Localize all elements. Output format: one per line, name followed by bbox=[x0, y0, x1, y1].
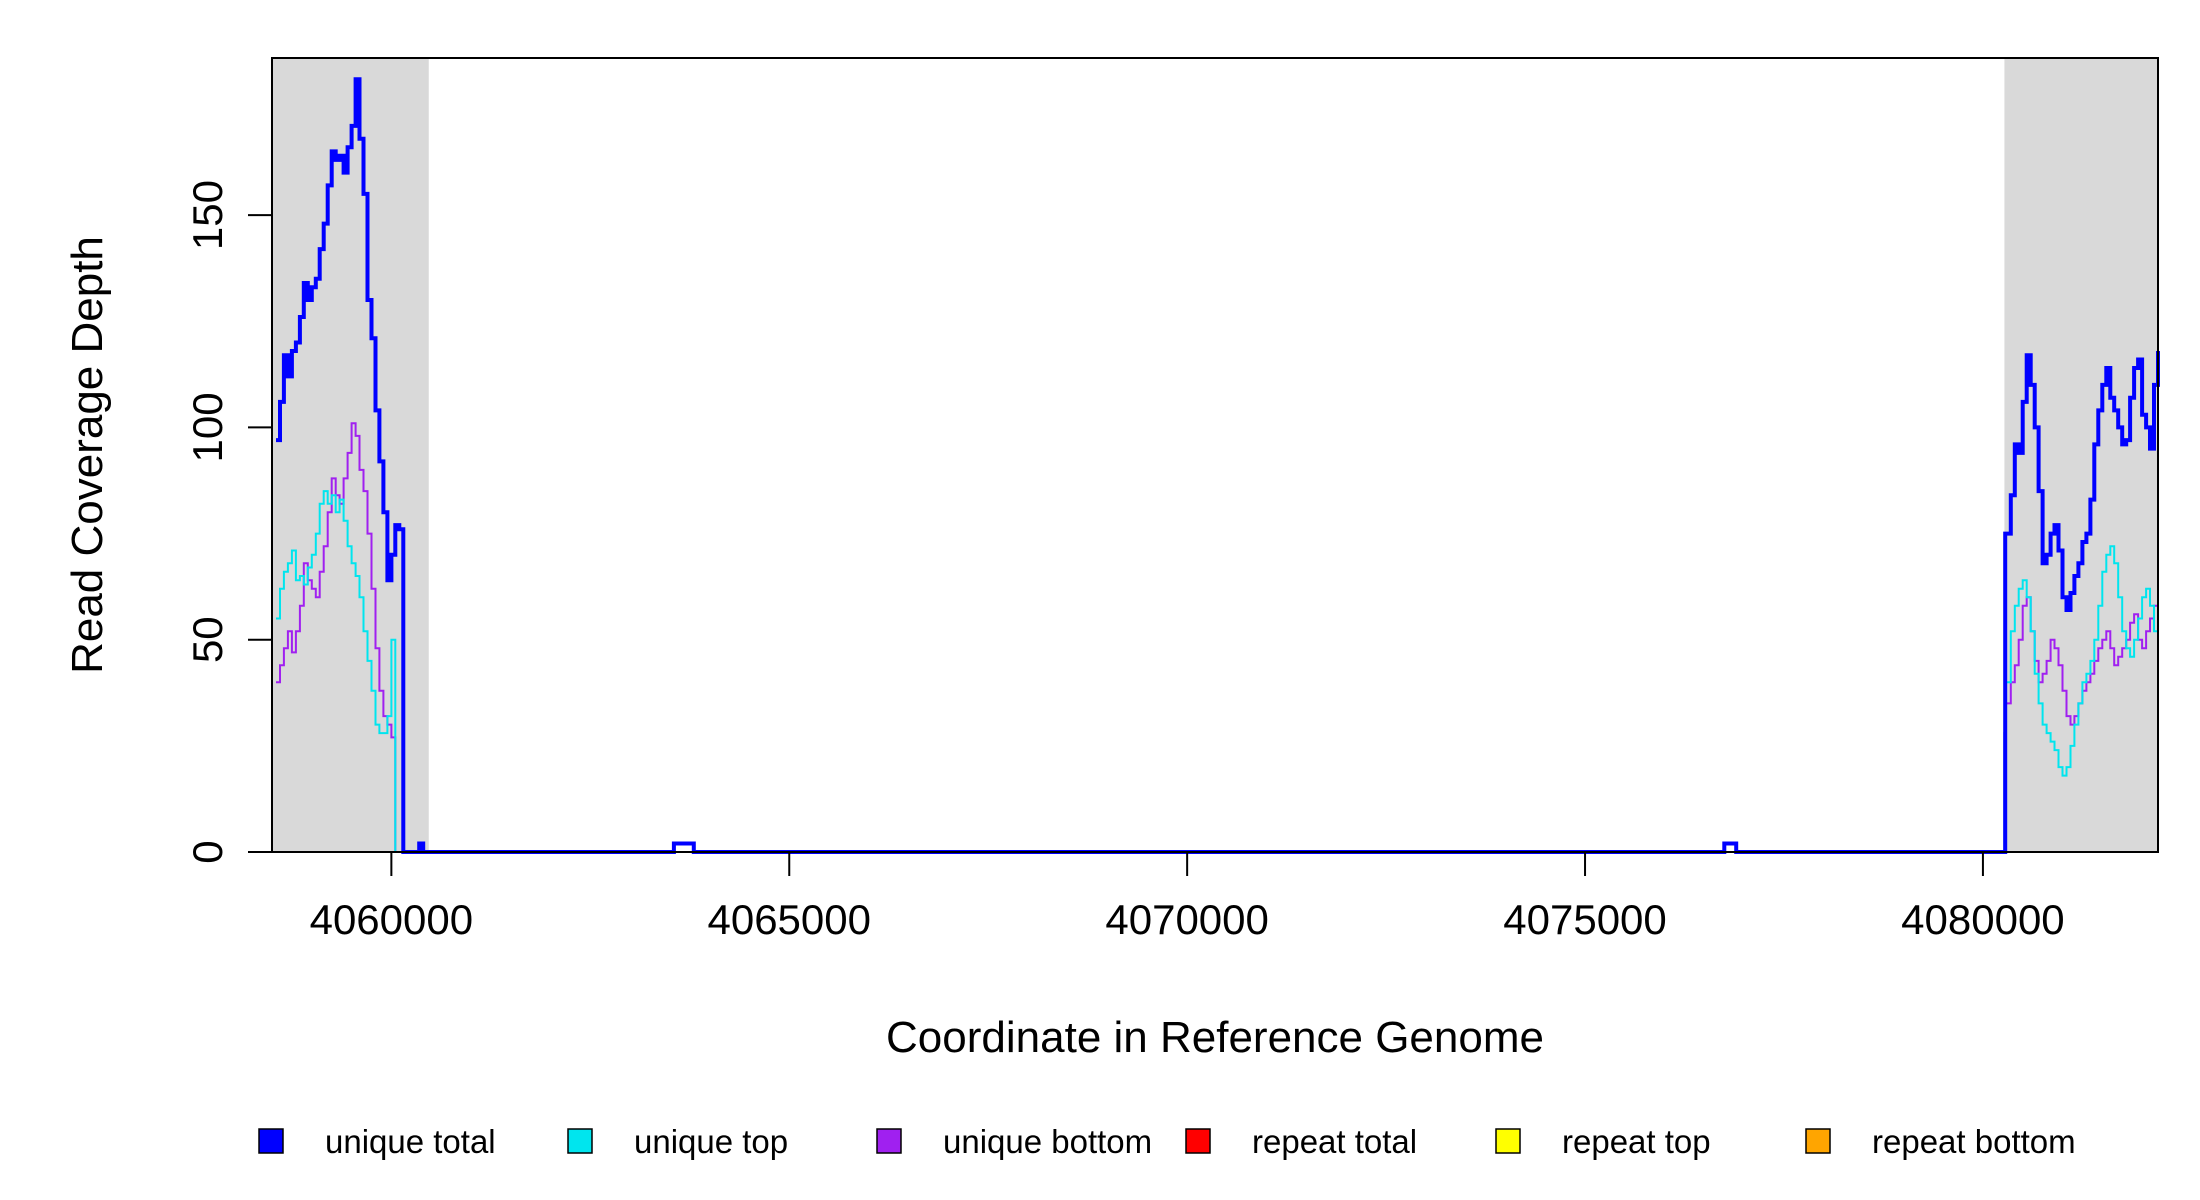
legend-swatch-unique-bottom bbox=[876, 1128, 902, 1154]
y-tick-label: 0 bbox=[184, 840, 231, 863]
series-line-unique-total bbox=[276, 77, 2160, 854]
series-line-unique-top bbox=[276, 490, 2159, 853]
legend-swatch-repeat-total bbox=[1185, 1128, 1211, 1154]
x-tick-label: 4075000 bbox=[1503, 896, 1667, 943]
y-tick-label: 100 bbox=[184, 392, 231, 462]
legend-swatch-unique-top bbox=[567, 1128, 593, 1154]
y-tick-label: 50 bbox=[184, 616, 231, 663]
x-tick-label: 4065000 bbox=[707, 896, 871, 943]
legend-label-unique-bottom: unique bottom bbox=[943, 1123, 1152, 1160]
legend-label-unique-top: unique top bbox=[634, 1123, 788, 1160]
legend-label-repeat-top: repeat top bbox=[1562, 1123, 1711, 1160]
y-axis: 0 50 100 150 bbox=[184, 180, 272, 864]
legend-label-repeat-total: repeat total bbox=[1252, 1123, 1417, 1160]
x-axis: 4060000 4065000 4070000 4075000 4080000 bbox=[310, 852, 2065, 943]
x-tick-label: 4080000 bbox=[1901, 896, 2065, 943]
legend-label-repeat-bottom: repeat bottom bbox=[1872, 1123, 2076, 1160]
x-tick-label: 4070000 bbox=[1105, 896, 1269, 943]
highlight-regions bbox=[272, 58, 2158, 852]
legend: unique total unique top unique bottom repea… bbox=[258, 1123, 2076, 1160]
x-axis-title: Coordinate in Reference Genome bbox=[886, 1013, 1544, 1062]
legend-label-unique-total: unique total bbox=[325, 1123, 496, 1160]
y-axis-title: Read Coverage Depth bbox=[63, 236, 112, 674]
series-lines bbox=[272, 77, 2160, 854]
legend-swatch-repeat-top bbox=[1495, 1128, 1521, 1154]
x-tick-label: 4060000 bbox=[310, 896, 474, 943]
plot-frame bbox=[271, 57, 2159, 853]
highlight-region-1 bbox=[2004, 58, 2158, 852]
y-tick-label: 150 bbox=[184, 180, 231, 250]
legend-swatch-unique-total bbox=[258, 1128, 284, 1154]
series-line-unique-bottom bbox=[276, 422, 2159, 853]
legend-swatch-repeat-bottom bbox=[1805, 1128, 1831, 1154]
